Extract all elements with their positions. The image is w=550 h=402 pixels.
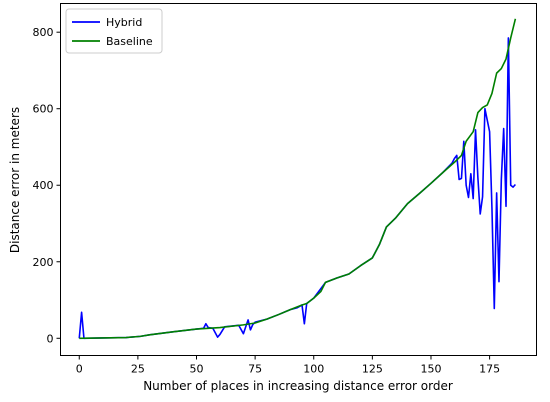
y-tick-label: 800	[33, 26, 54, 39]
y-tick-label: 400	[33, 179, 54, 192]
x-tick-label: 150	[420, 363, 441, 376]
series-line-baseline	[79, 18, 517, 340]
legend-box	[65, 8, 163, 54]
y-tick-label: 0	[47, 332, 54, 345]
legend-label-hybrid: Hybrid	[106, 16, 142, 29]
series-line-hybrid	[78, 37, 517, 340]
x-axis-ticks: 0 25 50 75 100 125 150 175	[76, 355, 500, 376]
series-lines	[78, 18, 517, 340]
x-tick-label: 125	[362, 363, 383, 376]
plot-frame	[60, 3, 537, 356]
y-tick-label: 600	[33, 103, 54, 116]
x-tick-label: 75	[248, 363, 262, 376]
y-tick-label: 200	[33, 256, 54, 269]
legend: Hybrid Baseline	[65, 8, 163, 54]
y-axis-ticks: 0 200 400 600 800	[33, 26, 61, 345]
legend-label-baseline: Baseline	[106, 35, 153, 48]
x-tick-label: 175	[479, 363, 500, 376]
x-axis-label: Number of places in increasing distance …	[143, 379, 453, 393]
x-tick-label: 25	[131, 363, 145, 376]
x-tick-label: 0	[76, 363, 83, 376]
x-tick-label: 100	[303, 363, 324, 376]
y-axis-label: Distance error in meters	[8, 107, 22, 253]
x-tick-label: 50	[190, 363, 204, 376]
